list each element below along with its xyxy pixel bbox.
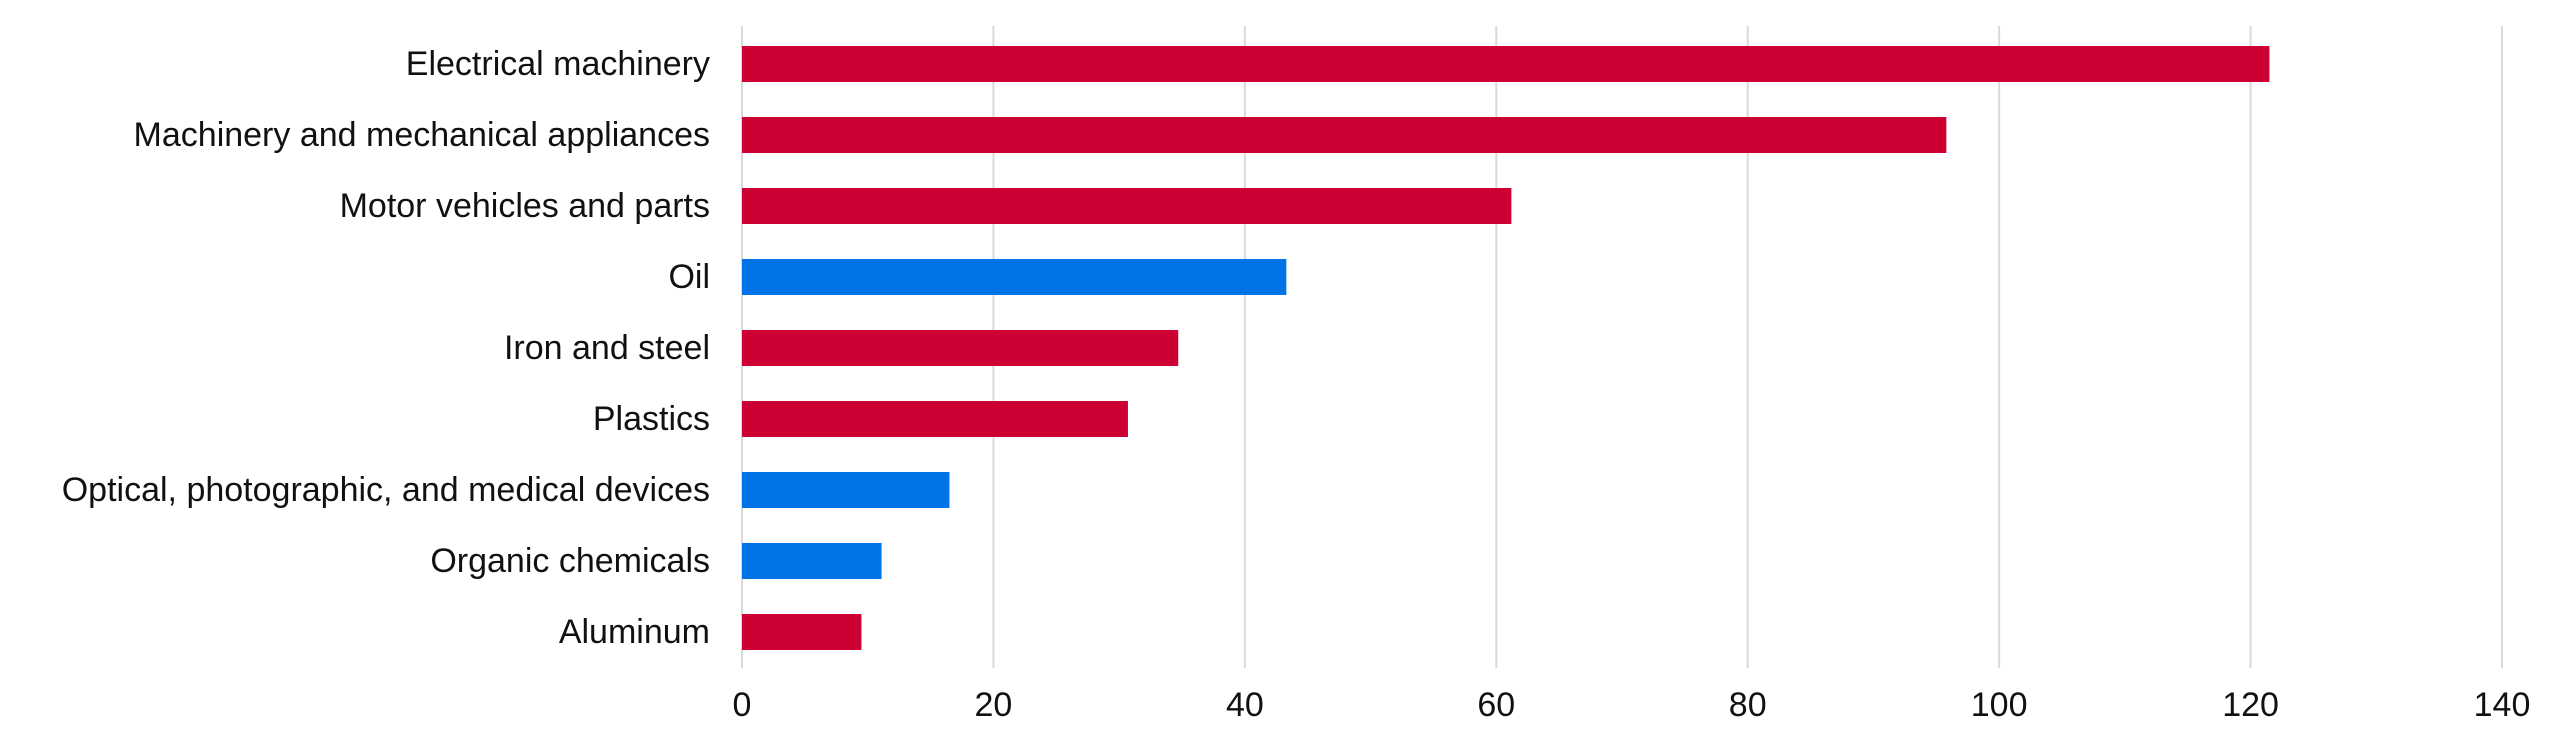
bar-3	[742, 259, 1287, 295]
category-label-7: Organic chemicals	[430, 542, 710, 580]
bar-6	[742, 472, 950, 508]
category-label-6: Optical, photographic, and medical devic…	[62, 471, 710, 509]
bar-7	[742, 543, 882, 579]
x-tick-label-100: 100	[1971, 686, 2028, 724]
x-tick-label-120: 120	[2222, 686, 2279, 724]
category-label-5: Plastics	[593, 400, 710, 438]
bar-4	[742, 330, 1179, 366]
x-tick-label-80: 80	[1729, 686, 1767, 724]
bar-1	[742, 117, 1947, 153]
category-labels: Electrical machinery Machinery and mechan…	[62, 45, 710, 651]
x-tick-label-40: 40	[1226, 686, 1264, 724]
category-label-4: Iron and steel	[504, 329, 710, 367]
bars	[742, 46, 2270, 650]
x-tick-label-140: 140	[2474, 686, 2531, 724]
category-label-8: Aluminum	[559, 613, 710, 651]
category-label-0: Electrical machinery	[406, 45, 710, 83]
x-axis-tick-labels: 0 20 40 60 80 100 120 140	[733, 686, 2531, 724]
x-tick-label-60: 60	[1477, 686, 1515, 724]
x-tick-label-20: 20	[975, 686, 1013, 724]
bar-2	[742, 188, 1512, 224]
bar-5	[742, 401, 1128, 437]
category-label-2: Motor vehicles and parts	[340, 187, 710, 225]
bar-8	[742, 614, 862, 650]
x-tick-label-0: 0	[733, 686, 752, 724]
category-label-1: Machinery and mechanical appliances	[134, 116, 710, 154]
bar-0	[742, 46, 2270, 82]
category-label-3: Oil	[668, 258, 710, 296]
